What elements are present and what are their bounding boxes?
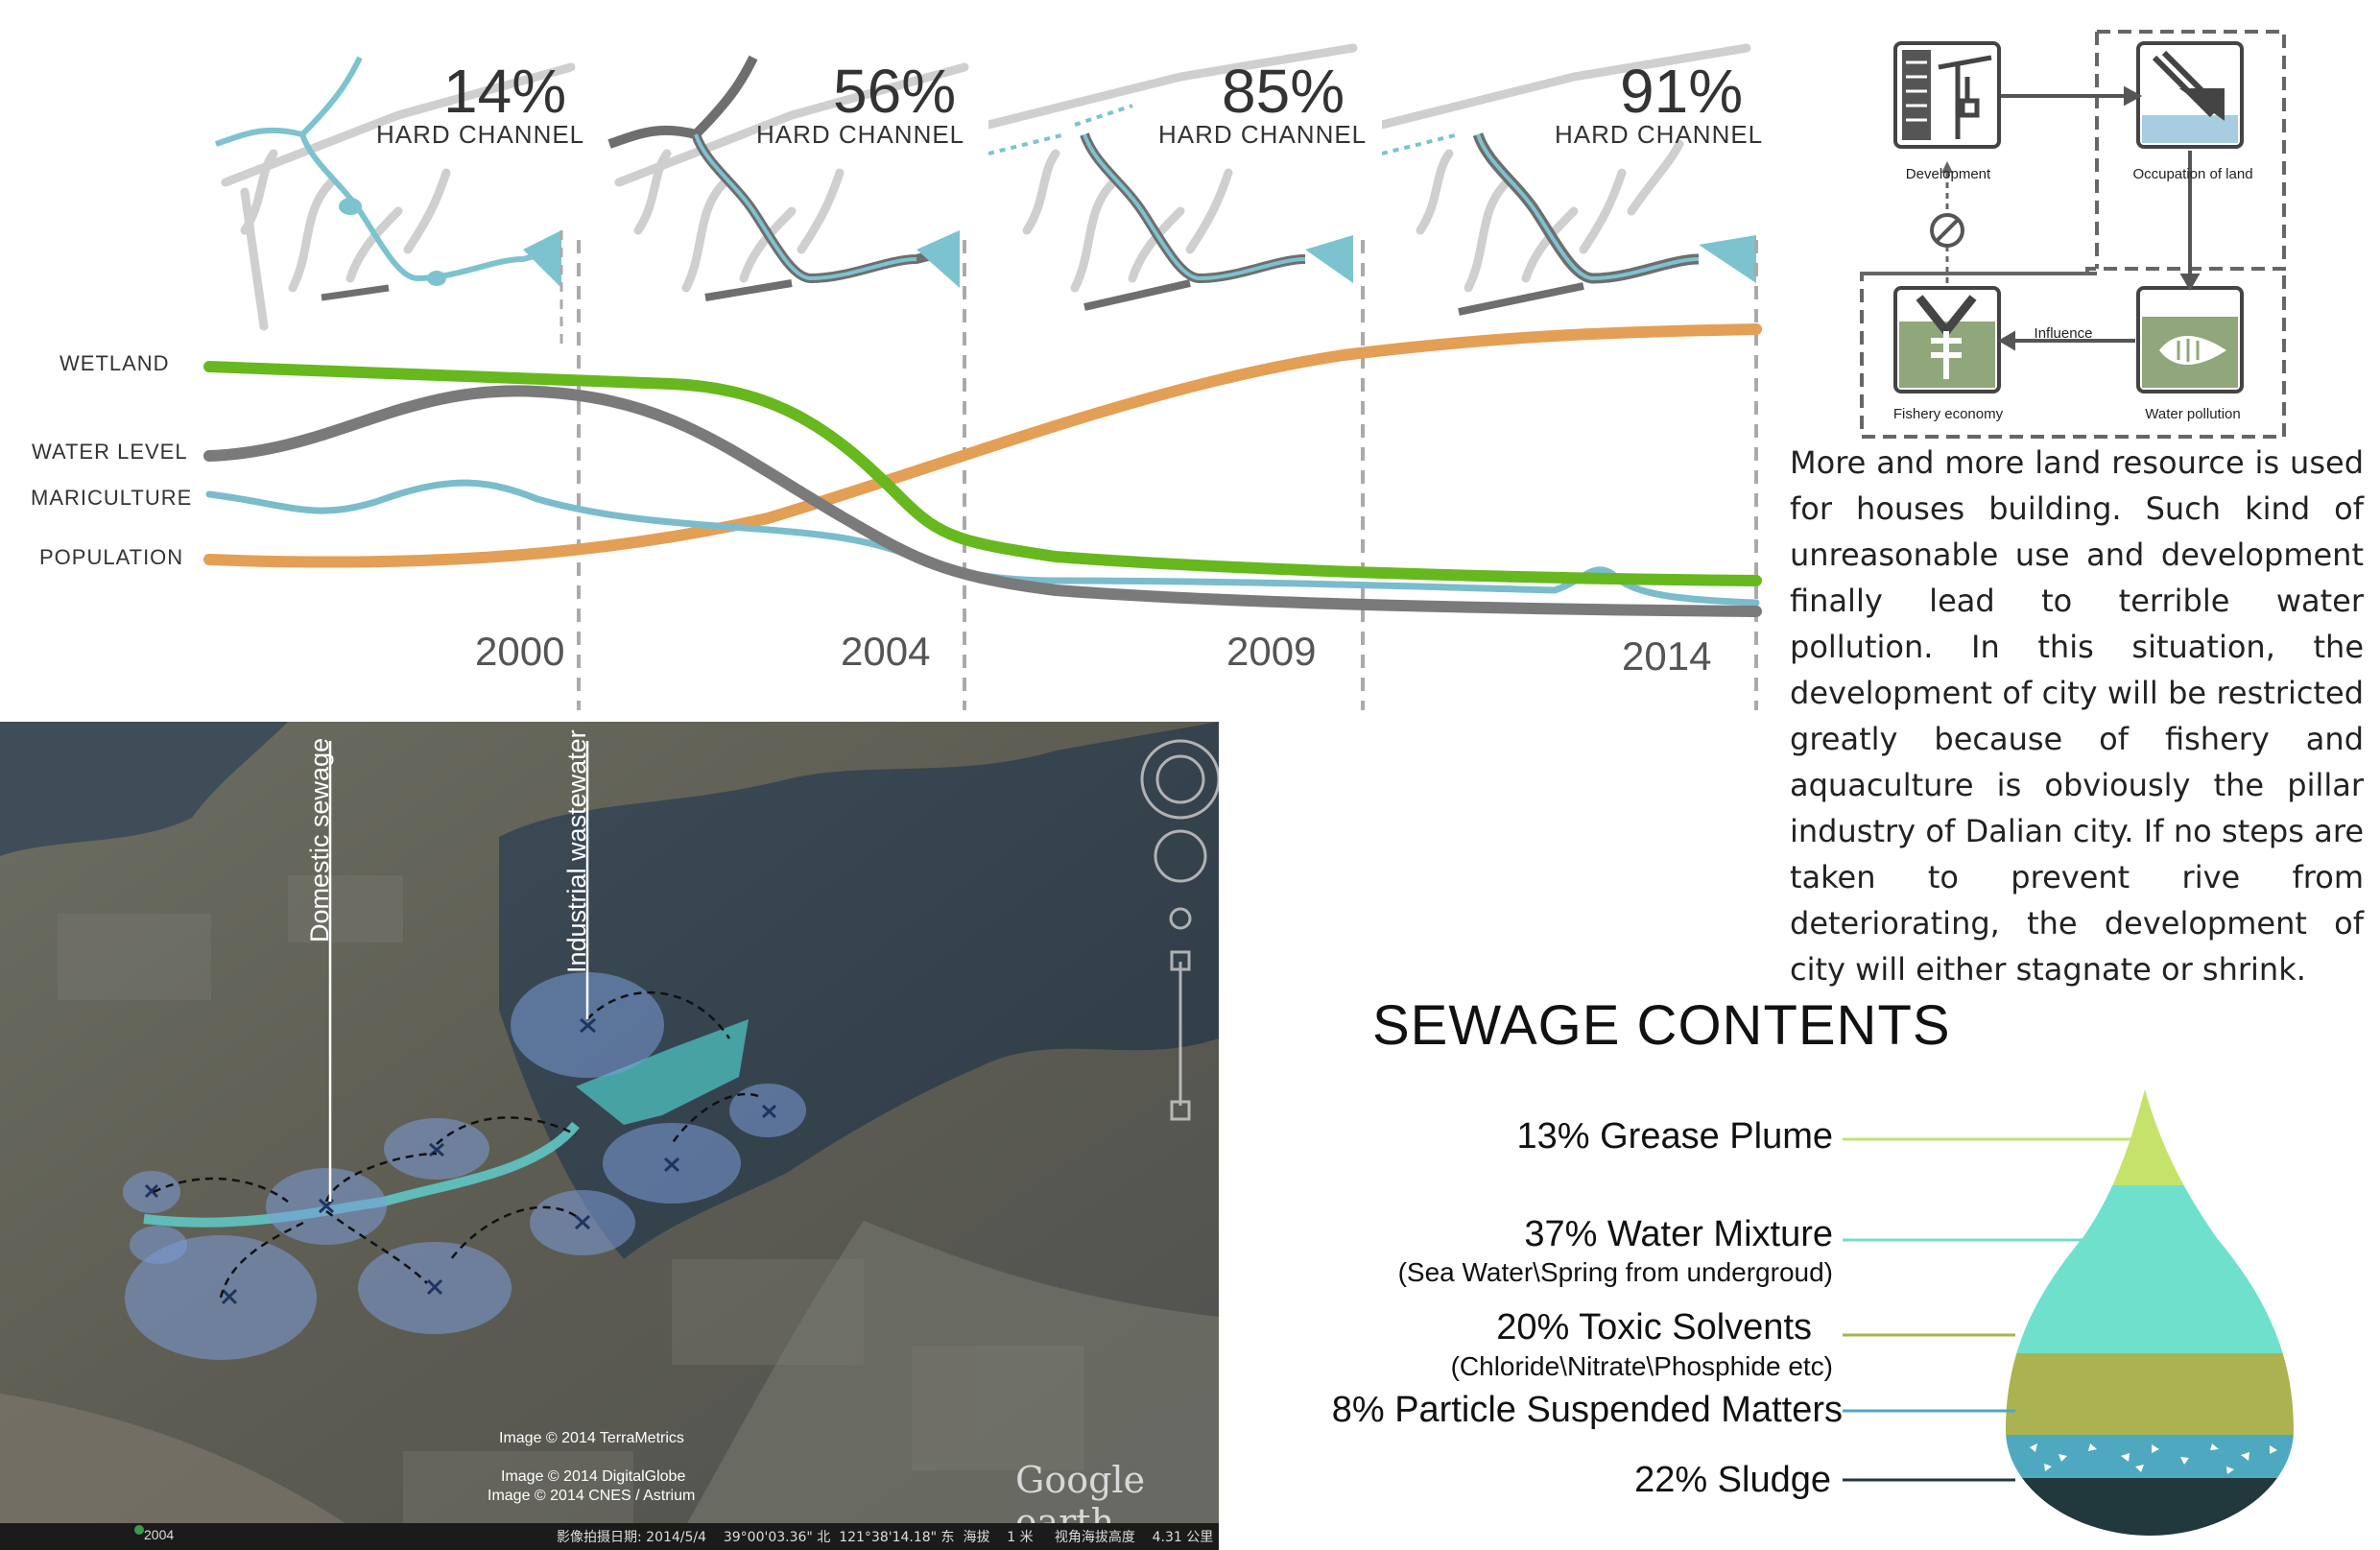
series-label-mariculture: MARICULTURE — [31, 486, 193, 510]
stage-label-2004: HARD CHANNEL — [756, 120, 965, 149]
node-label-fishery: Fishery economy — [1892, 406, 2004, 422]
sewage-item-particles: 8% Particle Suspended Matters — [1331, 1390, 1843, 1430]
callout-industrial-wastewater: Industrial wastewater — [562, 729, 591, 973]
layer-toxic-solvents — [2006, 1353, 2294, 1435]
node-label-occupation: Occupation of land — [2132, 166, 2253, 182]
development-icon — [1893, 41, 2001, 149]
credit-terrametrics: Image © 2014 TerraMetrics — [499, 1430, 684, 1446]
year-label-2004: 2004 — [841, 629, 931, 674]
water-pollution-icon — [2136, 286, 2244, 393]
stage-label-2000: HARD CHANNEL — [376, 120, 585, 149]
series-label-wetland: WETLAND — [60, 351, 170, 375]
pollution-overlay — [123, 739, 1219, 1360]
stage-label-2009: HARD CHANNEL — [1158, 120, 1368, 149]
year-label-2000: 2000 — [475, 629, 565, 674]
stage-label-2014: HARD CHANNEL — [1555, 120, 1764, 149]
wetland-curve — [203, 361, 1762, 586]
layer-grease — [2006, 1089, 2294, 1185]
stage-percent-2004: 56% — [833, 57, 957, 126]
sewage-sub-water-mixture: (Sea Water\Spring from undergroud) — [1397, 1257, 1833, 1287]
year-label-2009: 2009 — [1226, 629, 1317, 674]
water-level-curve — [203, 385, 1762, 617]
navigation-controls — [1140, 739, 1219, 1121]
sewage-sub-toxic: (Chloride\Nitrate\Phosphide etc) — [1450, 1351, 1833, 1381]
map-thumbnail-2009 — [988, 43, 1358, 311]
status-bar: 2004 影像拍摄日期: 2014/5/4 39°00'03.36" 北 121… — [0, 1523, 1219, 1550]
land-occupation-icon — [2136, 41, 2244, 149]
map-thumbnail-2014 — [1382, 43, 1756, 316]
stage-percent-2000: 14% — [443, 57, 567, 126]
stage-percent-2009: 85% — [1222, 57, 1345, 126]
sewage-item-sludge: 22% Sludge — [1634, 1460, 1831, 1500]
year-label-2014: 2014 — [1622, 633, 1712, 679]
sewage-item-grease: 13% Grease Plume — [1516, 1116, 1834, 1157]
satellite-map[interactable]: Domestic sewage Industrial wastewater Im… — [0, 722, 1219, 1550]
sewage-drop — [1843, 1089, 2294, 1536]
sewage-item-toxic: 20% Toxic Solvents — [1496, 1307, 1812, 1347]
earth-status-icon — [134, 1525, 144, 1535]
stage-percent-2014: 91% — [1620, 57, 1744, 126]
map-thumbnail-2004 — [607, 55, 969, 301]
layer-particles — [2006, 1435, 2294, 1478]
map-thumbnail-2000 — [215, 56, 576, 346]
edge-label-influence: Influence — [2034, 325, 2093, 342]
callout-domestic-sewage: Domestic sewage — [305, 737, 334, 942]
impact-flow-diagram — [1860, 30, 2286, 439]
trend-chart — [203, 240, 1762, 710]
node-label-water-pollution: Water pollution — [2145, 406, 2241, 422]
sewage-item-water-mixture: 37% Water Mixture — [1524, 1214, 1833, 1254]
population-curve — [203, 323, 1762, 568]
description-paragraph: More and more land resource is used for … — [1790, 444, 2364, 988]
status-coordinates: 影像拍摄日期: 2014/5/4 39°00'03.36" 北 121°38'1… — [557, 1530, 1214, 1545]
credit-cnes: Image © 2014 CNES / Astrium — [488, 1488, 696, 1504]
status-year: 2004 — [144, 1527, 175, 1542]
node-label-development: Development — [1905, 166, 1991, 182]
layer-water-mixture — [2006, 1185, 2294, 1353]
layer-sludge — [2006, 1478, 2294, 1536]
series-label-population: POPULATION — [39, 545, 184, 569]
credit-digitalglobe: Image © 2014 DigitalGlobe — [501, 1468, 686, 1485]
fishery-economy-icon — [1893, 286, 2001, 393]
series-label-water-level: WATER LEVEL — [32, 440, 188, 464]
sewage-title: SEWAGE CONTENTS — [1372, 994, 1951, 1057]
